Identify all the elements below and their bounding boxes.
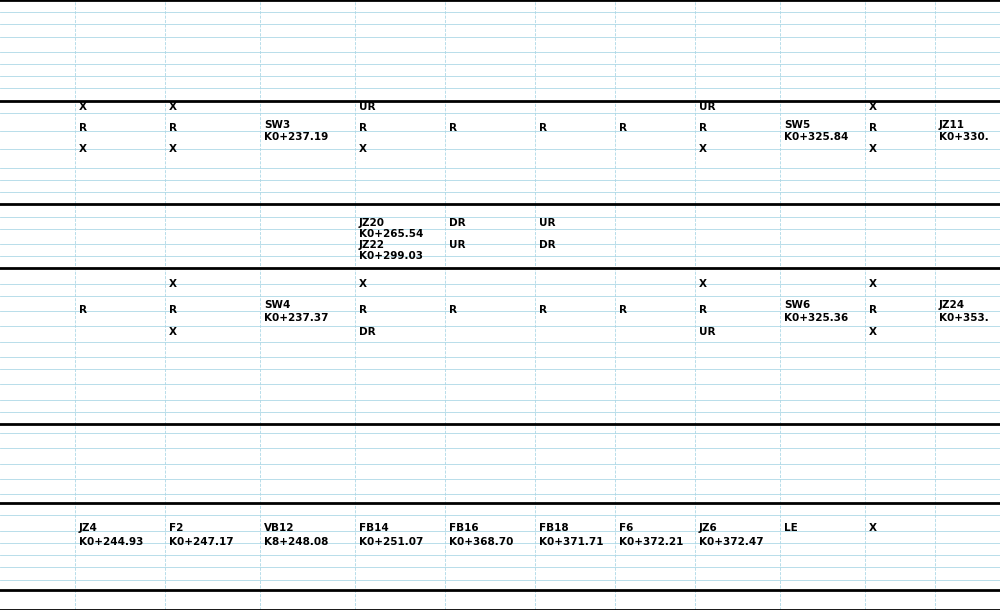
Text: K8+248.08: K8+248.08	[264, 537, 328, 547]
Text: R: R	[449, 123, 457, 133]
Text: JZ11: JZ11	[939, 120, 965, 130]
Text: F2: F2	[169, 523, 183, 533]
Text: X: X	[169, 145, 177, 154]
Text: R: R	[359, 123, 367, 133]
Text: UR: UR	[699, 327, 716, 337]
Text: X: X	[359, 145, 367, 154]
Text: K0+353.: K0+353.	[939, 314, 989, 323]
Text: K0+372.21: K0+372.21	[619, 537, 683, 547]
Text: LE: LE	[784, 523, 798, 533]
Text: JZ22: JZ22	[359, 240, 385, 249]
Text: FB16: FB16	[449, 523, 479, 533]
Text: R: R	[869, 305, 877, 315]
Text: R: R	[79, 305, 87, 315]
Text: F6: F6	[619, 523, 633, 533]
Text: K0+247.17: K0+247.17	[169, 537, 234, 547]
Text: R: R	[449, 305, 457, 315]
Text: R: R	[539, 305, 547, 315]
Text: JZ6: JZ6	[699, 523, 718, 533]
Text: X: X	[869, 102, 877, 112]
Text: UR: UR	[539, 218, 556, 228]
Text: X: X	[869, 327, 877, 337]
Text: DR: DR	[539, 240, 556, 249]
Text: X: X	[169, 102, 177, 112]
Text: SW3: SW3	[264, 120, 290, 130]
Text: R: R	[79, 123, 87, 133]
Text: K0+372.47: K0+372.47	[699, 537, 764, 547]
Text: X: X	[699, 145, 707, 154]
Text: UR: UR	[699, 102, 716, 112]
Text: K0+371.71: K0+371.71	[539, 537, 604, 547]
Text: K0+325.36: K0+325.36	[784, 314, 848, 323]
Text: FB18: FB18	[539, 523, 569, 533]
Text: R: R	[359, 305, 367, 315]
Text: K0+237.19: K0+237.19	[264, 132, 328, 142]
Text: R: R	[619, 305, 627, 315]
Text: X: X	[79, 145, 87, 154]
Text: K0+265.54: K0+265.54	[359, 229, 423, 239]
Text: X: X	[869, 523, 877, 533]
Text: R: R	[619, 123, 627, 133]
Text: X: X	[169, 327, 177, 337]
Text: R: R	[539, 123, 547, 133]
Text: X: X	[169, 279, 177, 289]
Text: DR: DR	[359, 327, 376, 337]
Text: JZ24: JZ24	[939, 300, 965, 310]
Text: R: R	[699, 305, 707, 315]
Text: K0+251.07: K0+251.07	[359, 537, 423, 547]
Text: R: R	[699, 123, 707, 133]
Text: K0+325.84: K0+325.84	[784, 132, 848, 142]
Text: JZ4: JZ4	[79, 523, 98, 533]
Text: UR: UR	[449, 240, 466, 249]
Text: R: R	[869, 123, 877, 133]
Text: UR: UR	[359, 102, 376, 112]
Text: K0+299.03: K0+299.03	[359, 251, 423, 260]
Text: X: X	[79, 102, 87, 112]
Text: K0+237.37: K0+237.37	[264, 314, 328, 323]
Text: JZ20: JZ20	[359, 218, 385, 228]
Text: SW6: SW6	[784, 300, 810, 310]
Text: K0+330.: K0+330.	[939, 132, 989, 142]
Text: FB14: FB14	[359, 523, 389, 533]
Text: R: R	[169, 305, 177, 315]
Text: SW4: SW4	[264, 300, 290, 310]
Text: R: R	[169, 123, 177, 133]
Text: VB12: VB12	[264, 523, 294, 533]
Text: SW5: SW5	[784, 120, 810, 130]
Text: DR: DR	[449, 218, 466, 228]
Text: X: X	[869, 145, 877, 154]
Text: X: X	[359, 279, 367, 289]
Text: X: X	[699, 279, 707, 289]
Text: X: X	[869, 279, 877, 289]
Text: K0+368.70: K0+368.70	[449, 537, 513, 547]
Text: K0+244.93: K0+244.93	[79, 537, 143, 547]
